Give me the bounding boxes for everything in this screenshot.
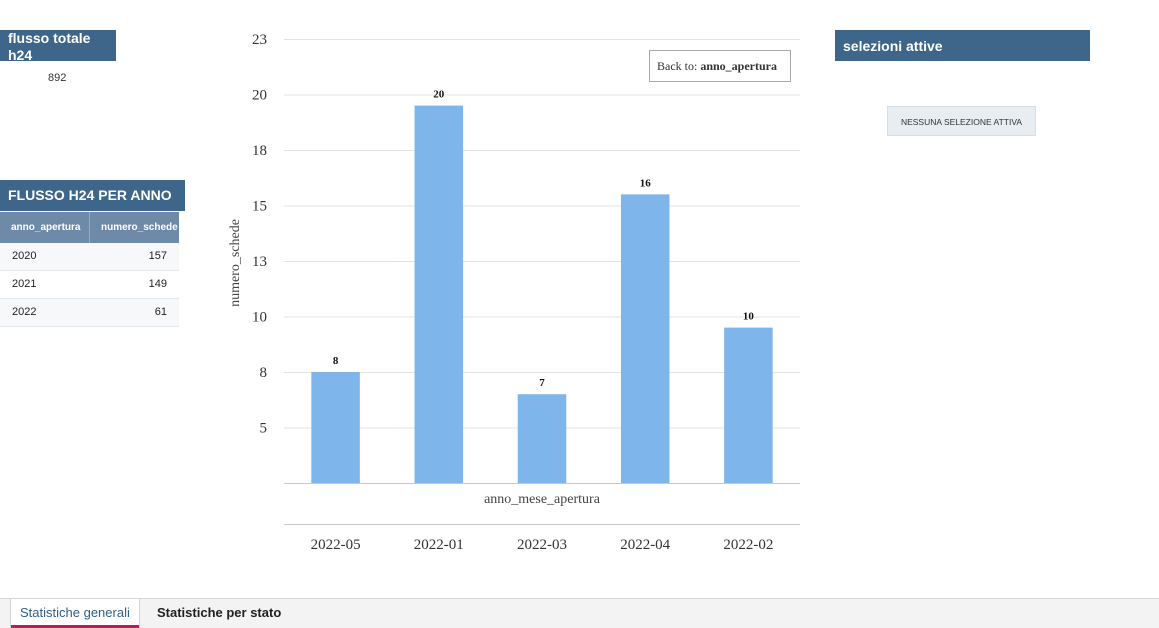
y-tick-label: 10: [252, 310, 267, 326]
data-table: anno_apertura numero_schede 2020 157 202…: [0, 212, 179, 327]
x-tick-label: 2022-03: [517, 537, 567, 553]
table-cell-count: 61: [154, 306, 167, 318]
column-header-numero-schede[interactable]: numero_schede: [89, 212, 179, 243]
bar-data-label: 16: [640, 177, 652, 189]
bar[interactable]: [620, 194, 670, 483]
y-tick-label: 23: [252, 32, 267, 48]
back-button-prefix: Back to:: [657, 59, 697, 73]
y-tick-label: 18: [252, 143, 267, 159]
bar[interactable]: [311, 372, 360, 483]
sheet-tab-bar: Statistiche generali Statistiche per sta…: [0, 598, 1159, 628]
table-title: FLUSSO H24 PER ANNO: [0, 180, 185, 211]
chart-grid: [284, 39, 800, 429]
table-cell-year: 2020: [12, 250, 37, 262]
svg-text:Back to: anno_apertura: Back to: anno_apertura: [657, 59, 777, 73]
x-tick-label: 2022-02: [723, 537, 773, 553]
y-axis-title: numero_schede: [228, 219, 243, 307]
y-tick-label: 5: [260, 421, 268, 437]
table-cell-count: 149: [148, 278, 167, 290]
back-button-target: anno_apertura: [700, 59, 777, 73]
x-tick-label: 2022-04: [620, 537, 670, 553]
chart-data-labels: 8 20 7 16 10: [333, 89, 755, 390]
tab-statistiche-generali[interactable]: Statistiche generali: [10, 599, 140, 628]
table-cell-year: 2022: [12, 306, 37, 318]
bar-data-label: 20: [433, 89, 445, 101]
table-cell-year: 2021: [12, 278, 37, 290]
x-tick-label: 2022-01: [414, 537, 464, 553]
bar[interactable]: [517, 394, 567, 483]
x-tick-label: 2022-05: [311, 537, 361, 553]
no-selection-badge: NESSUNA SELEZIONE ATTIVA: [887, 106, 1036, 136]
active-selections-title: selezioni attive: [835, 30, 1090, 61]
y-axis-ticks: 23 20 18 15 13 10 8 5: [252, 32, 267, 437]
bar[interactable]: [724, 327, 773, 483]
y-tick-label: 15: [252, 199, 267, 215]
chart-bars: [311, 105, 773, 483]
table-cell-count: 157: [148, 250, 167, 262]
x-axis-ticks: 2022-05 2022-01 2022-03 2022-04 2022-02: [311, 537, 774, 553]
y-tick-label: 20: [252, 88, 267, 104]
x-axis-title: anno_mese_apertura: [484, 492, 601, 507]
back-button[interactable]: Back to: anno_apertura: [649, 50, 791, 82]
table-row[interactable]: 2020 157: [0, 243, 179, 271]
table-row[interactable]: 2022 61: [0, 299, 179, 327]
column-header-anno-apertura[interactable]: anno_apertura: [11, 222, 81, 233]
y-tick-label: 13: [252, 254, 267, 270]
kpi-title: flusso totale h24: [0, 30, 116, 61]
table-header: anno_apertura numero_schede: [0, 212, 179, 243]
bar-data-label: 8: [333, 355, 339, 367]
kpi-value: 892: [48, 72, 67, 84]
bar-data-label: 7: [539, 377, 545, 389]
tab-statistiche-per-stato[interactable]: Statistiche per stato: [157, 605, 282, 620]
bar[interactable]: [414, 105, 464, 483]
y-tick-label: 8: [260, 365, 268, 381]
table-row[interactable]: 2021 149: [0, 271, 179, 299]
bar-data-label: 10: [743, 311, 755, 323]
